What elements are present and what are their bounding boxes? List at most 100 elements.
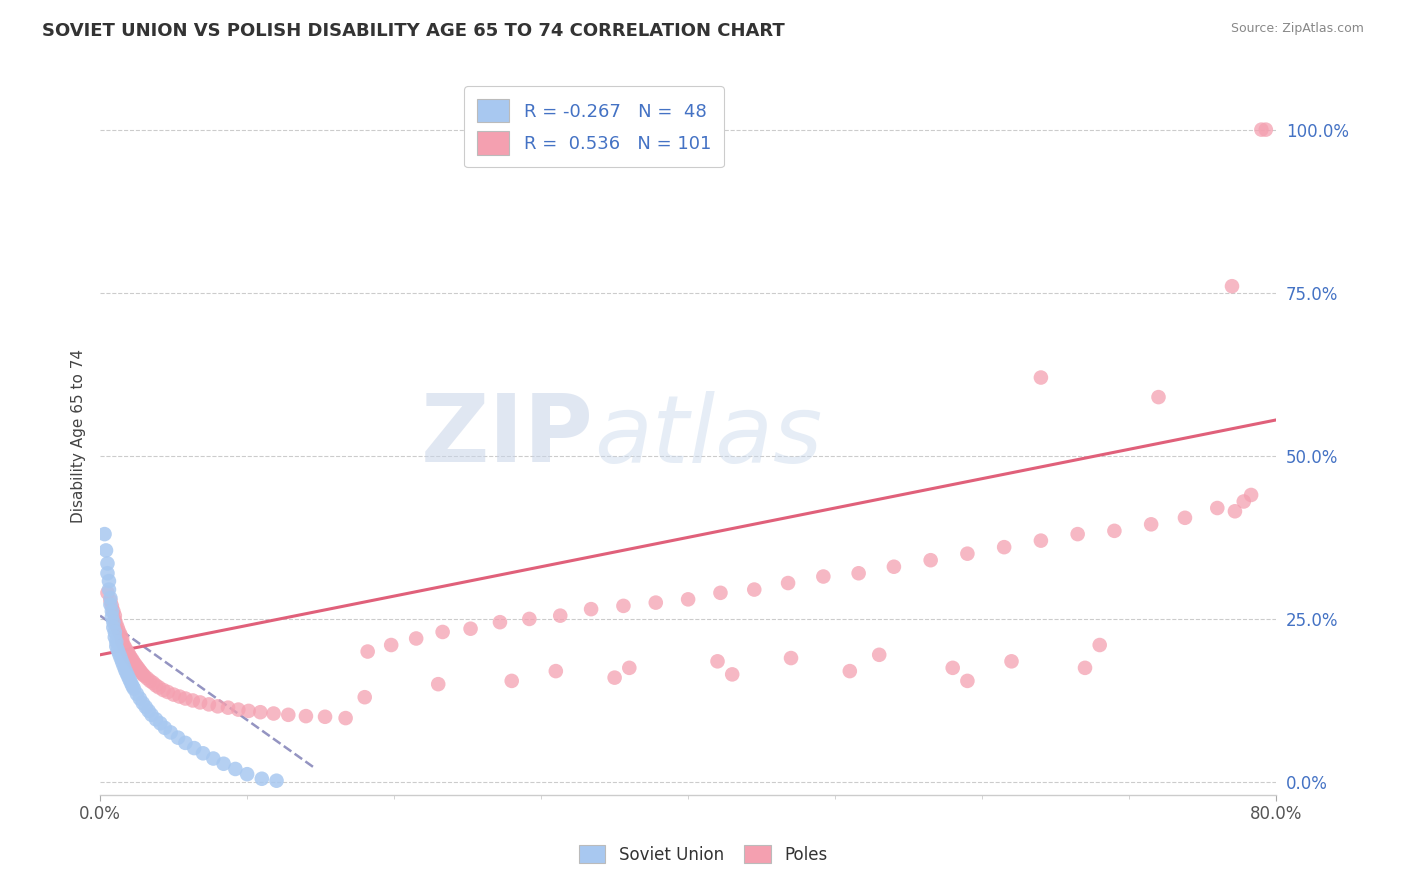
Point	[111, 632, 134, 646]
Point	[128, 691, 150, 706]
Point	[224, 762, 246, 776]
Point	[314, 710, 336, 724]
Point	[153, 721, 176, 735]
Point	[145, 712, 167, 726]
Point	[108, 624, 131, 639]
Point	[101, 610, 124, 624]
Point	[181, 693, 204, 707]
Point	[121, 653, 143, 667]
Point	[136, 671, 159, 685]
Point	[125, 659, 148, 673]
Point	[226, 703, 249, 717]
Point	[121, 679, 143, 693]
Point	[103, 604, 125, 618]
Point	[266, 773, 288, 788]
Point	[120, 676, 142, 690]
Point	[127, 661, 149, 675]
Point	[118, 648, 141, 663]
Text: Source: ZipAtlas.com: Source: ZipAtlas.com	[1230, 22, 1364, 36]
Point	[813, 569, 835, 583]
Point	[112, 638, 135, 652]
Point	[238, 704, 260, 718]
Text: SOVIET UNION VS POLISH DISABILITY AGE 65 TO 74 CORRELATION CHART: SOVIET UNION VS POLISH DISABILITY AGE 65…	[42, 22, 785, 40]
Point	[104, 630, 127, 644]
Point	[112, 659, 135, 673]
Point	[105, 617, 128, 632]
Point	[1220, 279, 1243, 293]
Point	[405, 632, 427, 646]
Point	[676, 592, 699, 607]
Point	[148, 681, 170, 695]
Point	[152, 683, 174, 698]
Point	[149, 716, 172, 731]
Point	[1147, 390, 1170, 404]
Point	[104, 624, 127, 639]
Y-axis label: Disability Age 65 to 74: Disability Age 65 to 74	[72, 350, 86, 524]
Point	[104, 613, 127, 627]
Point	[1223, 504, 1246, 518]
Point	[956, 547, 979, 561]
Point	[111, 655, 134, 669]
Point	[848, 566, 870, 581]
Point	[780, 651, 803, 665]
Point	[212, 756, 235, 771]
Point	[139, 673, 162, 688]
Point	[1000, 654, 1022, 668]
Point	[460, 622, 482, 636]
Point	[380, 638, 402, 652]
Point	[427, 677, 450, 691]
Point	[489, 615, 512, 630]
Point	[356, 644, 378, 658]
Point	[263, 706, 285, 721]
Point	[174, 736, 197, 750]
Point	[644, 596, 666, 610]
Point	[295, 709, 318, 723]
Point	[159, 725, 181, 739]
Point	[1254, 122, 1277, 136]
Point	[1140, 517, 1163, 532]
Point	[107, 643, 129, 657]
Legend: Soviet Union, Poles: Soviet Union, Poles	[572, 838, 834, 871]
Point	[96, 566, 118, 581]
Point	[1074, 661, 1097, 675]
Point	[1250, 122, 1272, 136]
Point	[100, 591, 122, 605]
Point	[129, 665, 152, 680]
Point	[104, 608, 127, 623]
Point	[202, 751, 225, 765]
Point	[501, 673, 523, 688]
Point	[110, 628, 132, 642]
Point	[117, 646, 139, 660]
Point	[138, 704, 160, 718]
Point	[132, 667, 155, 681]
Point	[249, 705, 271, 719]
Point	[115, 666, 138, 681]
Point	[97, 582, 120, 597]
Point	[125, 687, 148, 701]
Point	[612, 599, 634, 613]
Point	[335, 711, 357, 725]
Point	[162, 688, 184, 702]
Point	[188, 695, 211, 709]
Text: atlas: atlas	[595, 391, 823, 482]
Point	[115, 643, 138, 657]
Point	[706, 654, 728, 668]
Point	[128, 664, 150, 678]
Point	[142, 676, 165, 690]
Point	[353, 690, 375, 705]
Point	[1240, 488, 1263, 502]
Point	[868, 648, 890, 662]
Point	[1206, 501, 1229, 516]
Point	[709, 586, 731, 600]
Point	[97, 574, 120, 588]
Point	[579, 602, 602, 616]
Point	[124, 657, 146, 672]
Point	[101, 604, 124, 618]
Point	[122, 681, 145, 696]
Point	[778, 576, 800, 591]
Point	[94, 543, 117, 558]
Point	[96, 586, 118, 600]
Point	[1088, 638, 1111, 652]
Point	[1104, 524, 1126, 538]
Point	[111, 634, 134, 648]
